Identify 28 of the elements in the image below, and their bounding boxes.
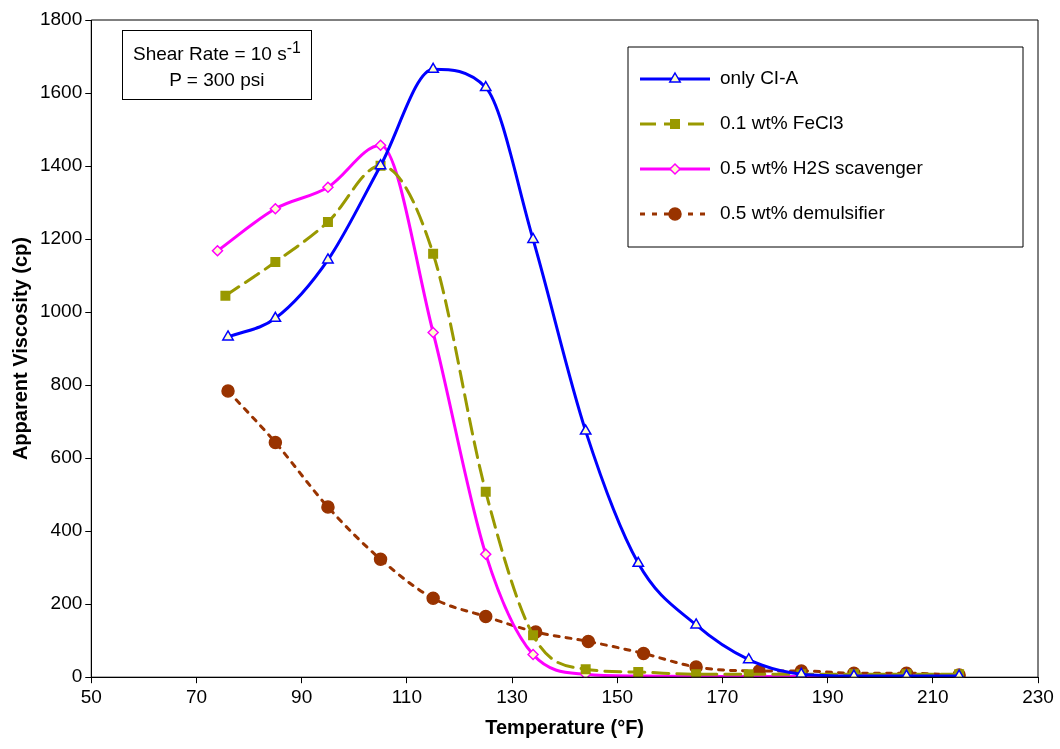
y-tick-label: 400 (50, 519, 83, 541)
y-tick-label: 200 (50, 592, 83, 614)
y-tick-label: 1200 (39, 227, 83, 249)
x-tick-label: 210 (916, 685, 949, 707)
y-tick-label: 1000 (39, 300, 83, 322)
annotation: P = 300 psi (168, 67, 266, 92)
x-tick-label: 70 (185, 685, 208, 707)
x-axis-title: Temperature (°F) (485, 715, 645, 738)
x-tick-label: 230 (1022, 685, 1054, 707)
annotation: Shear Rate = 10 s$^{-1}$ (133, 38, 301, 67)
y-tick-label: 1800 (39, 8, 83, 30)
legend-label: 0.1 wt% FeCl3 (720, 112, 844, 134)
x-tick-label: 190 (811, 685, 844, 707)
x-tick-label: 170 (706, 685, 739, 707)
x-tick-label: 130 (496, 685, 528, 707)
x-tick-label: 50 (80, 685, 102, 707)
y-tick-label: 0 (71, 665, 83, 687)
y-axis-title: Apparent Viscosity (cp) (8, 237, 31, 461)
y-tick-label: 1400 (39, 154, 83, 176)
y-tick-label: 800 (50, 373, 83, 395)
legend-label: 0.5 wt% demulsifier (720, 202, 886, 224)
x-tick-label: 110 (391, 685, 422, 707)
x-tick-label: 150 (601, 685, 634, 707)
legend-label: only CI-A (720, 67, 799, 89)
y-tick-label: 600 (50, 446, 83, 468)
legend-label: 0.5 wt% H2S scavenger (720, 157, 924, 179)
y-tick-label: 1600 (39, 81, 83, 103)
x-tick-label: 90 (291, 685, 313, 707)
